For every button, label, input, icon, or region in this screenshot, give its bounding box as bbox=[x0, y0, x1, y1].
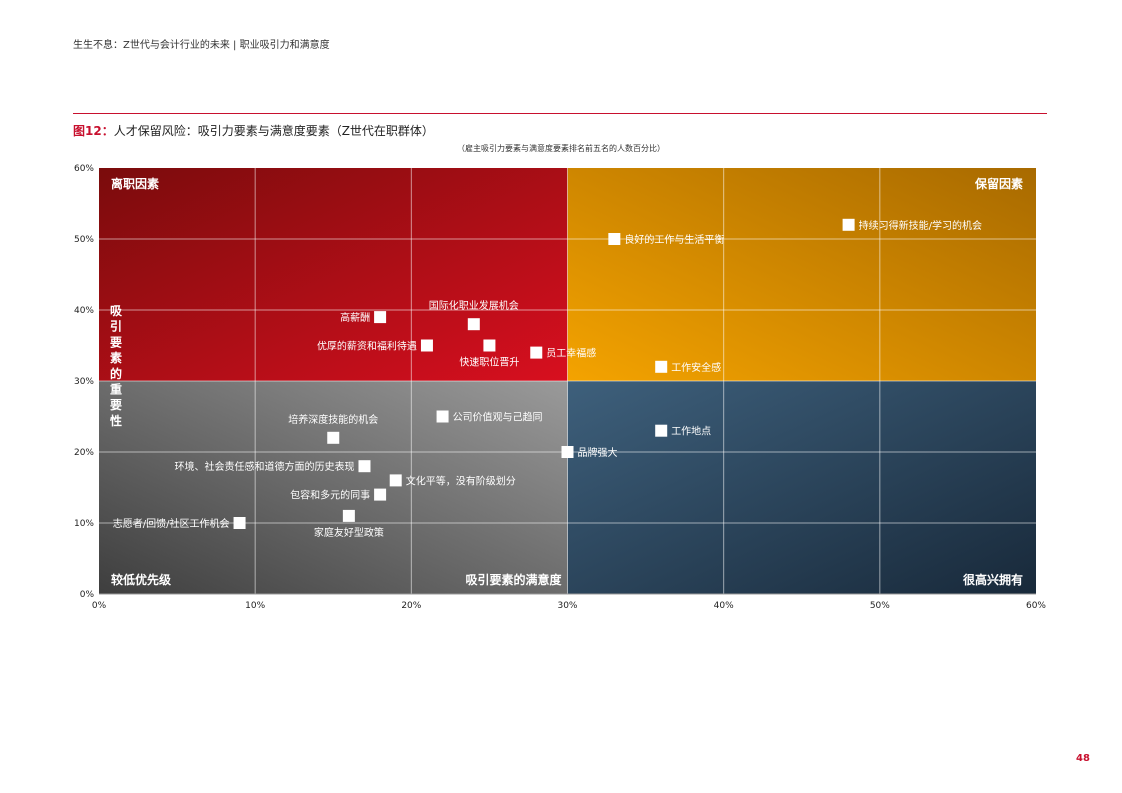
data-point bbox=[608, 233, 621, 245]
figure-title-text: 人才保留风险：吸引力要素与满意度要素（Z世代在职群体） bbox=[113, 124, 434, 138]
y-tick-label: 30% bbox=[74, 377, 94, 387]
data-point-label: 国际化职业发展机会 bbox=[429, 299, 519, 312]
page-number: 48 bbox=[1076, 753, 1090, 764]
data-point bbox=[374, 488, 387, 501]
data-point-label: 公司价值观与己趋同 bbox=[453, 411, 543, 424]
y-tick-label: 20% bbox=[74, 448, 94, 458]
y-tick-label: 50% bbox=[74, 235, 94, 245]
x-tick-label: 50% bbox=[870, 601, 890, 611]
figure-subtitle: （雇主吸引力要素与满意度要素排名前五名的人数百分比） bbox=[457, 144, 665, 153]
x-tick-label: 40% bbox=[714, 601, 734, 611]
y-tick-label: 10% bbox=[74, 519, 94, 529]
data-point bbox=[483, 339, 496, 352]
figure-number: 图12： bbox=[73, 124, 114, 138]
x-axis-title: 吸引要素的满意度 bbox=[465, 572, 562, 587]
data-point bbox=[389, 474, 402, 487]
data-point bbox=[420, 339, 433, 352]
data-point bbox=[342, 509, 355, 522]
y-tick-label: 60% bbox=[74, 164, 94, 174]
data-point-label: 快速职位晋升 bbox=[459, 356, 519, 369]
data-point-label: 良好的工作与生活平衡 bbox=[624, 233, 724, 246]
x-tick-label: 10% bbox=[245, 601, 265, 611]
x-tick-label: 0% bbox=[92, 601, 107, 611]
x-tick-label: 60% bbox=[1026, 601, 1046, 611]
y-tick-label: 0% bbox=[80, 590, 95, 600]
data-point-label: 环境、社会责任感和道德方面的历史表现 bbox=[174, 460, 354, 473]
data-point bbox=[530, 346, 543, 359]
page-header: 生生不息：Z世代与会计行业的未来 | 职业吸引力和满意度 bbox=[73, 40, 330, 51]
data-point-label: 文化平等，没有阶级划分 bbox=[406, 474, 516, 487]
data-point-label: 家庭友好型政策 bbox=[314, 526, 384, 539]
quadrant-top-right bbox=[567, 168, 1036, 381]
data-point-label: 优厚的薪资和福利待遇 bbox=[317, 340, 417, 353]
data-point bbox=[655, 360, 668, 373]
data-point bbox=[374, 311, 387, 324]
data-point-label: 志愿者/回馈/社区工作机会 bbox=[113, 517, 230, 530]
quadrant-label-top-left: 离职因素 bbox=[111, 176, 159, 191]
data-point bbox=[358, 460, 371, 473]
data-point-label: 持续习得新技能/学习的机会 bbox=[859, 219, 982, 232]
y-tick-label: 40% bbox=[74, 306, 94, 316]
y-axis-title: 吸引要素的重要性 bbox=[109, 304, 123, 428]
data-point bbox=[842, 218, 855, 231]
data-point-label: 工作地点 bbox=[671, 425, 711, 438]
quadrant-label-bottom-left: 较低优先级 bbox=[111, 572, 171, 587]
data-point bbox=[561, 446, 574, 458]
data-point-label: 培养深度技能的机会 bbox=[288, 413, 378, 426]
quadrant-label-bottom-right: 很高兴拥有 bbox=[962, 572, 1023, 587]
data-point bbox=[327, 431, 340, 444]
data-point bbox=[467, 318, 480, 331]
data-point-label: 品牌强大 bbox=[578, 446, 618, 459]
data-point-label: 员工幸福感 bbox=[546, 347, 596, 360]
data-point-label: 包容和多元的同事 bbox=[290, 489, 370, 502]
quadrant-bottom-left bbox=[99, 381, 568, 594]
data-point-label: 高薪酬 bbox=[340, 311, 370, 324]
data-point bbox=[655, 424, 668, 437]
quadrant-bottom-right bbox=[567, 381, 1036, 594]
x-tick-label: 30% bbox=[557, 601, 577, 611]
quadrant-label-top-right: 保留因素 bbox=[974, 176, 1023, 191]
data-point-label: 工作安全感 bbox=[671, 361, 721, 374]
x-tick-label: 20% bbox=[401, 601, 421, 611]
figure-title: 图12：人才保留风险：吸引力要素与满意度要素（Z世代在职群体） bbox=[73, 122, 434, 139]
header-rule bbox=[73, 113, 1047, 114]
data-point bbox=[233, 517, 246, 529]
data-point bbox=[436, 410, 449, 423]
